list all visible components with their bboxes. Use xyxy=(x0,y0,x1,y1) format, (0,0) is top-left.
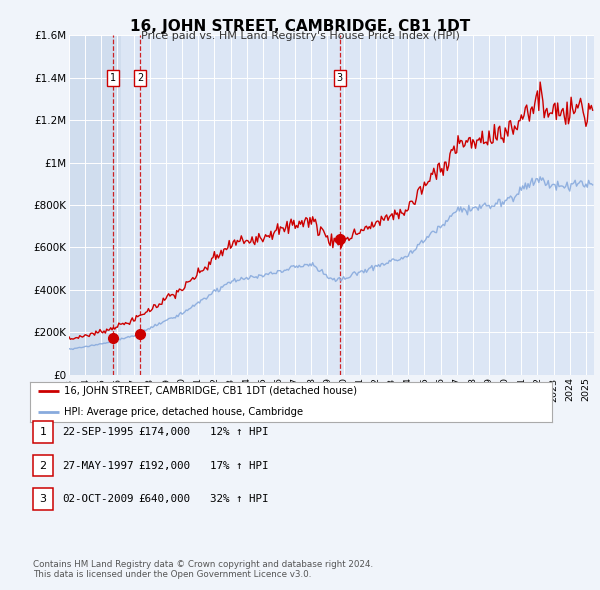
Text: 27-MAY-1997: 27-MAY-1997 xyxy=(62,461,133,470)
Text: HPI: Average price, detached house, Cambridge: HPI: Average price, detached house, Camb… xyxy=(64,407,303,417)
Text: 1: 1 xyxy=(110,73,116,83)
Text: 32% ↑ HPI: 32% ↑ HPI xyxy=(210,494,269,504)
Text: 1: 1 xyxy=(40,427,46,437)
Text: 16, JOHN STREET, CAMBRIDGE, CB1 1DT: 16, JOHN STREET, CAMBRIDGE, CB1 1DT xyxy=(130,19,470,34)
Text: £640,000: £640,000 xyxy=(138,494,190,504)
Text: 2: 2 xyxy=(40,461,46,470)
Text: 2: 2 xyxy=(137,73,143,83)
Text: 17% ↑ HPI: 17% ↑ HPI xyxy=(210,461,269,470)
Text: 3: 3 xyxy=(40,494,46,504)
Text: 12% ↑ HPI: 12% ↑ HPI xyxy=(210,427,269,437)
Text: 16, JOHN STREET, CAMBRIDGE, CB1 1DT (detached house): 16, JOHN STREET, CAMBRIDGE, CB1 1DT (det… xyxy=(64,385,357,395)
Text: £192,000: £192,000 xyxy=(138,461,190,470)
Text: 22-SEP-1995: 22-SEP-1995 xyxy=(62,427,133,437)
Text: 02-OCT-2009: 02-OCT-2009 xyxy=(62,494,133,504)
Text: £174,000: £174,000 xyxy=(138,427,190,437)
Text: 3: 3 xyxy=(337,73,343,83)
Text: Contains HM Land Registry data © Crown copyright and database right 2024.
This d: Contains HM Land Registry data © Crown c… xyxy=(33,560,373,579)
Bar xyxy=(69,35,121,375)
Text: Price paid vs. HM Land Registry's House Price Index (HPI): Price paid vs. HM Land Registry's House … xyxy=(140,31,460,41)
